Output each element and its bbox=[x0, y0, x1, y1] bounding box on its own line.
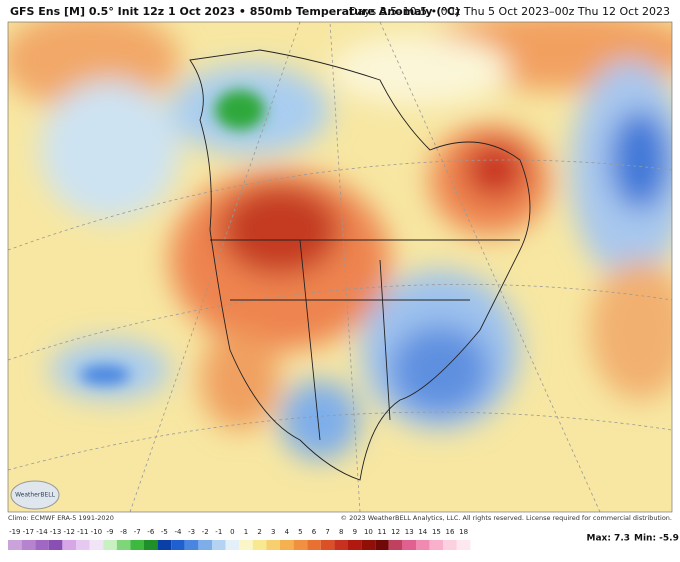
colorbar-label: 0 bbox=[230, 528, 234, 536]
colorbar-label: -4 bbox=[175, 528, 183, 536]
colorbar-swatch bbox=[144, 540, 158, 550]
colorbar-swatch bbox=[157, 540, 172, 550]
colorbar-label: -8 bbox=[120, 528, 127, 536]
colorbar-swatch bbox=[171, 540, 185, 550]
colorbar-swatch bbox=[225, 540, 240, 550]
colorbar-swatch bbox=[348, 540, 362, 550]
map-frame bbox=[7, 21, 673, 513]
colorbar-label: -2 bbox=[202, 528, 209, 536]
period: Days 3.5–10.5 • 00z Thu 5 Oct 2023–00z T… bbox=[349, 5, 670, 18]
colorbar-swatch bbox=[416, 540, 430, 550]
colorbar-label: 6 bbox=[312, 528, 317, 536]
colorbar-swatch bbox=[8, 540, 22, 550]
colorbar-label: -17 bbox=[23, 528, 34, 536]
colorbar-label: -11 bbox=[77, 528, 88, 536]
colorbar-label: -19 bbox=[9, 528, 20, 536]
colorbar-swatch bbox=[429, 540, 444, 550]
colorbar-swatch bbox=[48, 540, 63, 550]
colorbar-swatch bbox=[361, 540, 376, 550]
colorbar-swatch bbox=[402, 540, 416, 550]
colorbar-swatch bbox=[239, 540, 253, 550]
colorbar-label: -13 bbox=[50, 528, 61, 536]
colorbar-swatch bbox=[116, 540, 131, 550]
colorbar-label: 5 bbox=[298, 528, 302, 536]
colorbar-swatch bbox=[21, 540, 36, 550]
colorbar-label: 1 bbox=[244, 528, 248, 536]
colorbar-swatch bbox=[212, 540, 226, 550]
colorbar-label: -5 bbox=[161, 528, 168, 536]
colorbar-label: 3 bbox=[271, 528, 275, 536]
colorbar-swatch bbox=[443, 540, 457, 550]
logo-badge bbox=[10, 480, 60, 510]
colorbar-label: 4 bbox=[285, 528, 290, 536]
colorbar-label: 12 bbox=[391, 528, 400, 536]
colorbar-swatch bbox=[375, 540, 389, 550]
colorbar-label: -12 bbox=[63, 528, 74, 536]
colorbar-label: 18 bbox=[459, 528, 468, 536]
colorbar-swatch bbox=[280, 540, 294, 550]
anomaly-field: WeatherBELL bbox=[8, 22, 672, 512]
colorbar-label: 8 bbox=[339, 528, 343, 536]
colorbar-swatch bbox=[252, 540, 267, 550]
min: Min: -5.9 bbox=[634, 534, 679, 544]
max: Max: 7.3 bbox=[586, 534, 630, 544]
colorbar-swatch bbox=[198, 540, 212, 550]
colorbar-swatch bbox=[76, 540, 90, 550]
colorbar-swatch bbox=[307, 540, 321, 550]
title: GFS Ens [M] 0.5° Init 12z 1 Oct 2023 • 8… bbox=[10, 5, 460, 18]
colorbar-swatch bbox=[130, 540, 144, 550]
climo: Climo: ECMWF ERA-5 1991-2020 bbox=[8, 514, 114, 522]
colorbar-label: 2 bbox=[257, 528, 261, 536]
colorbar-swatch bbox=[62, 540, 76, 550]
colorbar-swatch bbox=[35, 540, 49, 550]
colorbar-label: -7 bbox=[134, 528, 141, 536]
colorbar-swatch bbox=[184, 540, 199, 550]
colorbar-label: -9 bbox=[107, 528, 114, 536]
colorbar-swatch bbox=[89, 540, 104, 550]
colorbar-swatch bbox=[293, 540, 308, 550]
colorbar-label: -3 bbox=[188, 528, 195, 536]
colorbar-label: 15 bbox=[432, 528, 441, 536]
colorbar-label: -14 bbox=[36, 528, 48, 536]
colorbar-label: -1 bbox=[215, 528, 222, 536]
colorbar: -19 -17 -14 -13 -12 -11 -10 -9 -8 -7 -6 -5 -4 -3 -2 -1 0… bbox=[8, 528, 471, 550]
colorbar-label: 16 bbox=[446, 528, 455, 536]
colorbar-swatch bbox=[320, 540, 335, 550]
colorbar-label: 11 bbox=[378, 528, 387, 536]
colorbar-swatch bbox=[456, 540, 471, 550]
logo: WeatherBELL bbox=[15, 492, 56, 499]
colorbar-swatch bbox=[388, 540, 403, 550]
colorbar-label: 13 bbox=[405, 528, 414, 536]
colorbar-swatch bbox=[266, 540, 280, 550]
colorbar-label: -6 bbox=[147, 528, 155, 536]
copyright: © 2023 WeatherBELL Analytics, LLC. All r… bbox=[341, 514, 672, 522]
colorbar-label: 7 bbox=[325, 528, 329, 536]
colorbar-label: 9 bbox=[353, 528, 357, 536]
colorbar-label: -10 bbox=[91, 528, 102, 536]
colorbar-label: 14 bbox=[418, 528, 427, 536]
colorbar-swatch bbox=[334, 540, 348, 550]
colorbar-label: 10 bbox=[364, 528, 373, 536]
colorbar-swatch bbox=[103, 540, 117, 550]
